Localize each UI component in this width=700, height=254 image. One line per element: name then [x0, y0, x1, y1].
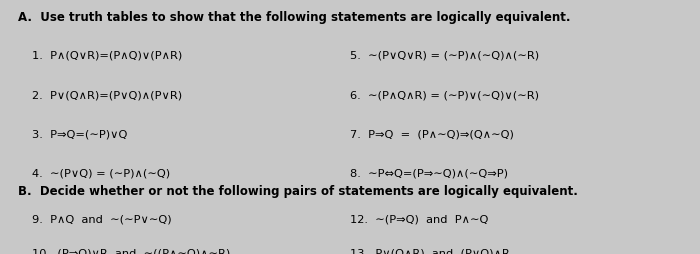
Text: 7.  P⇒Q  =  (P∧∼Q)⇒(Q∧∼Q): 7. P⇒Q = (P∧∼Q)⇒(Q∧∼Q) [350, 130, 514, 139]
Text: 4.  ∼(P∨Q) = (∼P)∧(∼Q): 4. ∼(P∨Q) = (∼P)∧(∼Q) [32, 169, 169, 179]
Text: 3.  P⇒Q=(∼P)∨Q: 3. P⇒Q=(∼P)∨Q [32, 130, 127, 139]
Text: 8.  ∼P⇔Q=(P⇒∼Q)∧(∼Q⇒P): 8. ∼P⇔Q=(P⇒∼Q)∧(∼Q⇒P) [350, 169, 508, 179]
Text: 10.  (P⇒Q)∨R  and  ∼((P∧∼Q)∧∼R): 10. (P⇒Q)∨R and ∼((P∧∼Q)∧∼R) [32, 249, 230, 254]
Text: B.  Decide whether or not the following pairs of statements are logically equiva: B. Decide whether or not the following p… [18, 185, 578, 198]
Text: 6.  ∼(P∧Q∧R) = (∼P)∨(∼Q)∨(∼R): 6. ∼(P∧Q∧R) = (∼P)∨(∼Q)∨(∼R) [350, 90, 539, 100]
Text: 9.  P∧Q  and  ∼(∼P∨∼Q): 9. P∧Q and ∼(∼P∨∼Q) [32, 215, 171, 225]
Text: A.  Use truth tables to show that the following statements are logically equival: A. Use truth tables to show that the fol… [18, 11, 570, 24]
Text: 5.  ∼(P∨Q∨R) = (∼P)∧(∼Q)∧(∼R): 5. ∼(P∨Q∨R) = (∼P)∧(∼Q)∧(∼R) [350, 51, 539, 61]
Text: 2.  P∨(Q∧R)=(P∨Q)∧(P∨R): 2. P∨(Q∧R)=(P∨Q)∧(P∨R) [32, 90, 181, 100]
Text: 1.  P∧(Q∨R)=(P∧Q)∨(P∧R): 1. P∧(Q∨R)=(P∧Q)∨(P∧R) [32, 51, 182, 61]
Text: 12.  ∼(P⇒Q)  and  P∧∼Q: 12. ∼(P⇒Q) and P∧∼Q [350, 215, 489, 225]
Text: 13.  P∨(Q∧R)  and  (P∨Q)∧R: 13. P∨(Q∧R) and (P∨Q)∧R [350, 249, 510, 254]
